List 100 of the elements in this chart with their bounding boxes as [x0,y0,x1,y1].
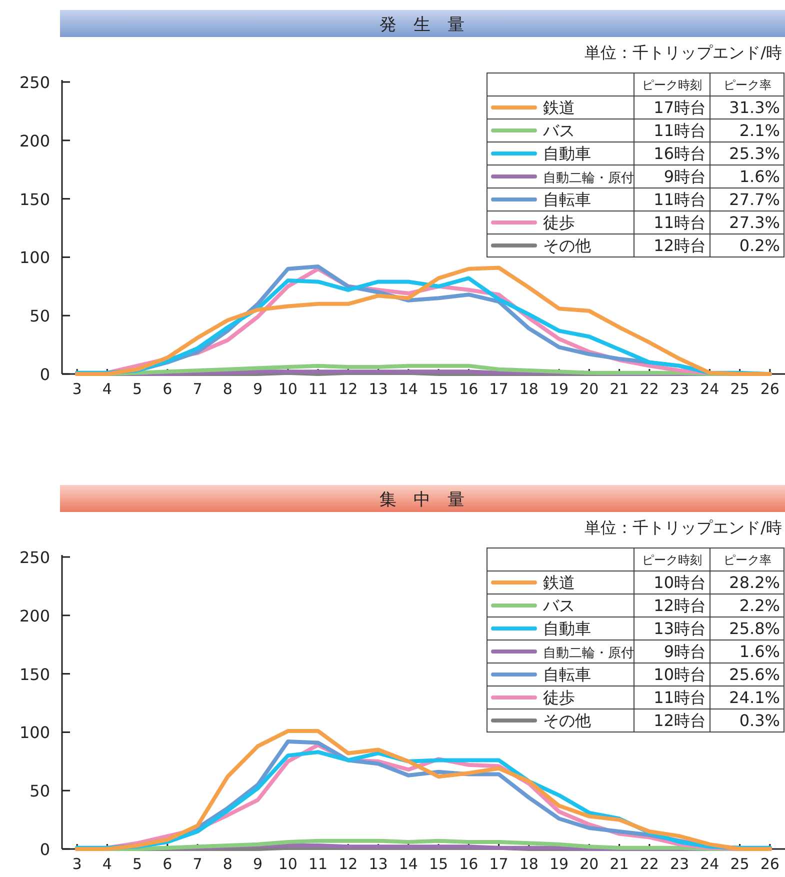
annotation: 1.6% [739,642,780,661]
x-tick-label: 5 [132,380,142,398]
x-tick-label: 6 [162,380,172,398]
legend-label: 徒歩 [543,688,575,707]
chart-subtitle: 単位：千トリップエンド/時 [584,518,782,537]
y-tick-label: 150 [19,190,50,209]
annotation: ピーク率 [724,78,772,92]
annotation: 0.2% [739,236,780,255]
annotation: 13時台 [654,619,706,638]
legend-label: 自動二輪・原付 [543,646,634,661]
legend-label: 鉄道 [543,573,575,592]
annotation: 25.3% [729,144,780,163]
annotation: 2.2% [739,596,780,615]
x-tick-label: 20 [580,380,599,398]
y-tick-label: 250 [19,73,50,92]
annotation: 1.6% [739,167,780,186]
x-tick-label: 7 [192,380,202,398]
x-tick-label: 4 [102,855,112,873]
x-tick-label: 3 [72,855,82,873]
x-tick-label: 19 [550,855,569,873]
annotation: 16時台 [654,144,706,163]
x-tick-label: 20 [580,855,599,873]
x-tick-label: 11 [308,855,328,873]
x-tick-label: 15 [429,380,448,398]
x-tick-label: 10 [278,855,298,873]
legend-label: 鉄道 [543,98,575,117]
legend-label: 自動二輪・原付 [543,171,634,186]
chart-subtitle: 単位：千トリップエンド/時 [584,43,782,62]
annotation: 27.3% [729,213,780,232]
legend-label: バス [542,596,575,615]
y-tick-label: 0 [40,365,50,384]
annotation: ピーク率 [724,553,772,567]
annotation: 12時台 [654,711,706,730]
annotation: 10時台 [654,665,706,684]
annotation: 11時台 [654,190,706,209]
x-tick-label: 5 [132,855,142,873]
x-tick-label: 21 [610,855,629,873]
legend-label: バス [542,121,575,140]
annotation: 28.2% [729,573,780,592]
y-tick-label: 50 [30,782,50,801]
y-tick-label: 100 [19,723,50,742]
x-tick-label: 11 [308,380,328,398]
annotation: 11時台 [654,688,706,707]
annotation: 17時台 [654,98,706,117]
x-tick-label: 9 [253,855,263,873]
annotation: 9時台 [664,167,706,186]
x-tick-label: 14 [398,855,418,873]
annotation: 24.1% [729,688,780,707]
legend-label: その他 [543,236,591,255]
annotation: 11時台 [654,213,706,232]
x-tick-label: 10 [278,380,298,398]
x-tick-label: 7 [192,855,202,873]
annotation: 31.3% [729,98,780,117]
annotation: 11時台 [654,121,706,140]
x-tick-label: 16 [459,380,478,398]
x-tick-label: 14 [398,380,418,398]
x-tick-label: 26 [760,380,780,398]
annotation: 12時台 [654,236,706,255]
y-tick-label: 50 [30,306,50,326]
annotation: ピーク時刻 [642,78,702,92]
annotation: 0.3% [739,711,780,730]
y-tick-label: 100 [19,248,50,268]
legend-label: 自動車 [543,144,591,163]
annotation: 25.8% [729,619,780,638]
chart-title: 発 生 量 [380,15,464,35]
x-tick-label: 12 [338,380,358,398]
y-tick-label: 0 [40,840,50,859]
x-tick-label: 22 [640,855,659,873]
x-tick-label: 25 [730,380,750,398]
legend-label: 自動車 [543,619,591,638]
x-tick-label: 18 [519,380,538,398]
annotation: 27.7% [729,190,780,209]
x-tick-label: 8 [222,380,232,398]
x-tick-label: 9 [253,380,263,398]
y-tick-label: 250 [19,548,50,567]
x-tick-label: 16 [459,855,478,873]
annotation: 2.1% [739,121,780,140]
x-tick-label: 24 [700,855,720,873]
x-tick-label: 17 [489,855,508,873]
annotation: 25.6% [729,665,780,684]
x-tick-label: 13 [368,380,388,398]
x-tick-label: 13 [368,855,388,873]
legend-label: 自転車 [543,190,591,209]
legend-label: その他 [543,711,591,730]
x-tick-label: 24 [700,380,720,398]
x-tick-label: 25 [730,855,750,873]
x-tick-label: 8 [222,855,232,873]
legend-label: 徒歩 [543,213,575,232]
y-tick-label: 200 [19,606,50,626]
x-tick-label: 19 [550,380,569,398]
y-tick-label: 150 [19,664,50,684]
x-tick-label: 15 [429,855,448,873]
chart-title: 集 中 量 [380,490,464,510]
x-tick-label: 23 [670,380,690,398]
x-tick-label: 17 [489,380,508,398]
annotation: ピーク時刻 [642,553,702,567]
y-tick-label: 200 [19,131,50,150]
annotation: 9時台 [664,642,706,661]
x-tick-label: 22 [640,380,659,398]
annotation: 10時台 [654,573,706,592]
